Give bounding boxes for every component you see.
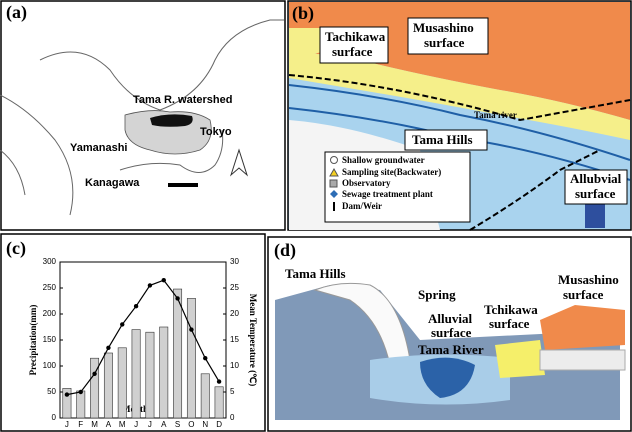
bar <box>118 348 126 418</box>
label: Kanagawa <box>85 177 140 189</box>
x-tick-label: M <box>91 420 98 429</box>
label: Alluvial <box>428 311 472 326</box>
bar <box>104 353 112 418</box>
label: Tama river <box>474 110 517 120</box>
y-tick-label: 100 <box>43 361 57 370</box>
label: surface <box>424 35 465 50</box>
legend-label: Shallow groundwater <box>342 155 425 165</box>
y-tick-label: 250 <box>43 283 57 292</box>
x-tick-label: J <box>148 420 152 429</box>
panel-letter: (a) <box>6 2 27 23</box>
y2-tick-label: 5 <box>230 387 235 396</box>
panel-letter: (d) <box>274 240 296 261</box>
legend-label: Sampling site(Backwater) <box>342 167 441 177</box>
bar <box>173 289 181 418</box>
bar <box>201 374 209 418</box>
y-tick-label: 200 <box>43 309 57 318</box>
label: Tama Hills <box>412 132 473 147</box>
legend-label: Observatory <box>342 178 391 188</box>
label: surface <box>489 316 530 331</box>
legend-label: Sewage treatment plant <box>342 189 433 199</box>
point <box>189 327 193 331</box>
x-tick-label: A <box>106 420 112 429</box>
bar <box>160 327 168 418</box>
x-tick-label: J <box>134 420 138 429</box>
y-tick-label: 50 <box>47 387 56 396</box>
y2-tick-label: 30 <box>230 257 239 266</box>
point <box>203 356 207 360</box>
point <box>148 283 152 287</box>
x-tick-label: S <box>175 420 180 429</box>
y-tick-label: 0 <box>52 413 57 422</box>
label: surface <box>575 186 616 201</box>
legend-symbol <box>331 157 338 164</box>
label: surface <box>332 44 373 59</box>
y2-tick-label: 20 <box>230 309 239 318</box>
point <box>106 346 110 350</box>
tachikawa-layer <box>495 340 545 378</box>
label: Tchikawa <box>484 302 538 317</box>
panel-letter: (c) <box>6 238 26 259</box>
x-tick-label: F <box>78 420 83 429</box>
x-tick-label: A <box>161 420 167 429</box>
legend-label: Dam/Weir <box>342 201 382 211</box>
y-tick-label: 150 <box>43 335 57 344</box>
x-tick-label: M <box>119 420 126 429</box>
label: Tachikawa <box>325 29 386 44</box>
gravel-layer <box>540 350 625 370</box>
panel-b: Shallow groundwater Sampling site(Backwa… <box>288 1 631 230</box>
y-axis-title: Precipitation(mm) <box>28 305 38 376</box>
point <box>134 304 138 308</box>
label: Tama Hills <box>285 266 346 281</box>
y-tick-label: 300 <box>43 257 57 266</box>
bar <box>146 332 154 418</box>
bar <box>215 387 223 418</box>
panel-a: (a) Tama R. watershed Tokyo Yamanashi Ka… <box>0 1 285 230</box>
legend-symbol <box>333 202 335 211</box>
label: Allubvial <box>570 171 622 186</box>
x-tick-label: D <box>216 420 222 429</box>
bar <box>77 391 85 418</box>
label: Yamanashi <box>70 142 127 154</box>
panel-letter: (b) <box>292 3 314 24</box>
point <box>217 379 221 383</box>
y2-tick-label: 0 <box>230 413 235 422</box>
x-tick-label: O <box>188 420 194 429</box>
point <box>120 322 124 326</box>
label: Tama River <box>418 342 484 357</box>
x-tick-label: N <box>202 420 208 429</box>
figure: (a) Tama R. watershed Tokyo Yamanashi Ka… <box>0 0 632 432</box>
point <box>175 296 179 300</box>
point <box>65 392 69 396</box>
point <box>92 372 96 376</box>
label: surface <box>431 325 472 340</box>
y2-tick-label: 15 <box>230 335 239 344</box>
label: Musashino <box>413 20 474 35</box>
label: Musashino <box>558 272 619 287</box>
point <box>79 390 83 394</box>
y2-tick-label: 10 <box>230 361 239 370</box>
bar <box>187 298 195 418</box>
label: Spring <box>418 287 456 302</box>
x-tick-label: J <box>65 420 69 429</box>
point <box>162 278 166 282</box>
panel-c: (c) Precipitation(mm) Mean Temperature (… <box>1 234 265 431</box>
label: surface <box>563 287 604 302</box>
y2-axis-title: Mean Temperature (℃) <box>248 294 258 386</box>
scale-bar <box>168 183 198 187</box>
label: Tokyo <box>200 126 232 138</box>
label: Tama R. watershed <box>133 94 232 106</box>
legend-symbol <box>330 180 337 187</box>
y2-tick-label: 25 <box>230 283 239 292</box>
bar <box>132 330 140 418</box>
panel-d: (d) Tama Hills Spring Alluvial surface T… <box>268 237 631 431</box>
